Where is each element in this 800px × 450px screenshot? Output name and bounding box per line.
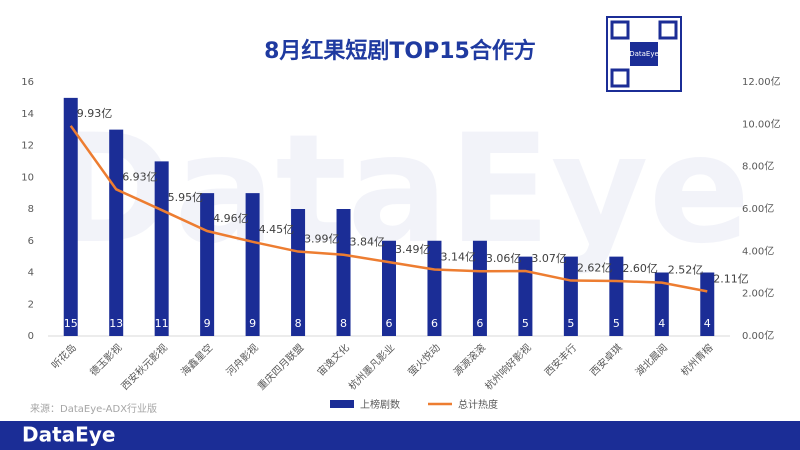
line-value-label: 2.11亿 — [713, 272, 749, 285]
bar-value-label: 9 — [249, 317, 256, 330]
line-value-label: 3.84亿 — [350, 236, 386, 249]
x-tick-label: 海鑫星空 — [178, 341, 215, 378]
bar-value-label: 6 — [476, 317, 483, 330]
bar — [654, 272, 669, 336]
bar-value-label: 8 — [340, 317, 347, 330]
footer-logo: DataEye — [22, 423, 115, 447]
y2-tick-label: 6.00亿 — [742, 202, 774, 215]
line-value-label: 6.93亿 — [122, 170, 158, 183]
bar — [109, 129, 124, 336]
bar — [245, 193, 260, 336]
y-tick-label: 14 — [21, 109, 34, 120]
bar-value-label: 6 — [386, 317, 393, 330]
x-tick-label: 源源滚滚 — [451, 341, 488, 378]
bar-value-label: 5 — [567, 317, 574, 330]
y2-tick-label: 10.00亿 — [742, 117, 781, 130]
bar-value-label: 9 — [204, 317, 211, 330]
y2-tick-label: 0.00亿 — [742, 329, 774, 342]
bar-value-label: 8 — [295, 317, 302, 330]
line-value-label: 3.14亿 — [440, 251, 476, 264]
bar-value-label: 4 — [704, 317, 711, 330]
legend-label: 上榜剧数 — [360, 398, 400, 411]
bar-value-label: 11 — [155, 317, 169, 330]
bar-value-label: 6 — [431, 317, 438, 330]
line-value-label: 3.49亿 — [395, 243, 431, 256]
x-tick-label: 西安秋元影视 — [118, 341, 170, 393]
chart-title: 8月红果短剧TOP15合作方 — [264, 38, 536, 64]
line-value-label: 2.52亿 — [668, 264, 704, 277]
y-tick-label: 2 — [28, 299, 34, 310]
bar — [427, 240, 442, 336]
y-tick-label: 4 — [28, 268, 34, 279]
bar — [154, 161, 169, 336]
y2-tick-label: 12.00亿 — [742, 75, 781, 88]
bar-value-label: 13 — [109, 317, 123, 330]
x-tick-label: 杭州青榕 — [678, 341, 715, 378]
bar-value-label: 5 — [613, 317, 620, 330]
line — [69, 125, 708, 293]
x-tick-label: 湖北晨阅 — [633, 341, 670, 378]
x-tick-label: 听花岛 — [49, 341, 79, 371]
bar-value-label: 15 — [64, 317, 78, 330]
bar — [700, 272, 715, 336]
bar — [609, 256, 624, 336]
x-tick-label: 德玉影视 — [87, 341, 124, 378]
bar — [382, 240, 396, 336]
line-value-label: 4.96亿 — [213, 212, 249, 225]
y-tick-label: 0 — [28, 331, 34, 342]
line-value-label: 3.06亿 — [486, 252, 522, 265]
y-tick-label: 16 — [21, 77, 34, 88]
bar — [518, 256, 533, 336]
bar — [472, 240, 487, 336]
y2-tick-label: 2.00亿 — [742, 287, 774, 300]
x-tick-label: 重庆四月联盟 — [255, 341, 307, 393]
bar — [291, 209, 306, 336]
legend-swatch — [330, 400, 354, 408]
x-tick-label: 杭州响好影视 — [482, 341, 534, 393]
x-tick-label: 西安丰行 — [542, 341, 579, 378]
bar-value-label: 4 — [658, 317, 665, 330]
line-value-label: 2.60亿 — [622, 262, 658, 275]
x-tick-label: 西安卓琪 — [587, 341, 624, 378]
line-value-label: 4.45亿 — [259, 223, 295, 236]
y-tick-label: 12 — [21, 141, 34, 152]
qr-code: DataEye — [606, 16, 682, 92]
bar — [563, 256, 578, 336]
y2-tick-label: 8.00亿 — [742, 160, 774, 173]
bar — [336, 209, 351, 336]
x-tick-label: 河舟影视 — [223, 341, 260, 378]
line-value-label: 2.62亿 — [577, 262, 613, 275]
x-tick-label: 杭州墨凡影业 — [346, 341, 398, 393]
y2-tick-label: 4.00亿 — [742, 244, 774, 257]
y-tick-label: 6 — [28, 236, 34, 247]
x-tick-label: 萤火悦动 — [405, 341, 442, 378]
footer-bar — [0, 421, 800, 450]
line-value-label: 3.99亿 — [304, 233, 340, 246]
legend-label: 总计热度 — [458, 398, 498, 411]
bar — [63, 97, 78, 336]
bar — [200, 193, 215, 336]
y-tick-label: 8 — [28, 204, 34, 215]
qr-label: DataEye — [629, 50, 659, 58]
source-note: 来源：DataEye-ADX行业版 — [30, 402, 157, 415]
line-value-label: 9.93亿 — [77, 107, 113, 120]
line-value-label: 5.95亿 — [168, 191, 204, 204]
y-tick-label: 10 — [21, 172, 34, 183]
line-value-label: 3.07亿 — [531, 252, 567, 265]
bar-value-label: 5 — [522, 317, 529, 330]
x-tick-label: 宙逸文化 — [314, 341, 351, 378]
